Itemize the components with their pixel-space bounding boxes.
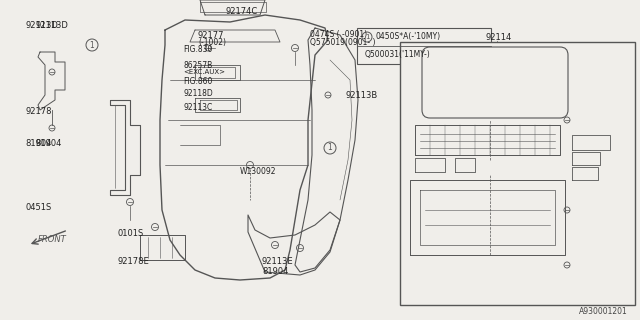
Text: 1: 1 xyxy=(365,34,369,40)
Text: 92114: 92114 xyxy=(485,34,511,43)
Text: (-1002): (-1002) xyxy=(198,37,226,46)
Text: 81904: 81904 xyxy=(262,268,289,276)
Text: 92178E: 92178E xyxy=(118,258,150,267)
Text: 92113B: 92113B xyxy=(345,91,377,100)
Text: 0101S: 0101S xyxy=(118,228,144,237)
Text: 92113E: 92113E xyxy=(262,258,294,267)
Text: 1: 1 xyxy=(328,143,332,153)
Text: 81904: 81904 xyxy=(35,139,61,148)
FancyBboxPatch shape xyxy=(422,47,568,118)
Text: A930001201: A930001201 xyxy=(579,308,628,316)
Text: 92118D: 92118D xyxy=(183,90,212,99)
Text: 0451S: 0451S xyxy=(25,204,51,212)
Text: W130092: W130092 xyxy=(240,167,276,177)
Text: 92113D: 92113D xyxy=(25,20,58,29)
Text: FIG.830: FIG.830 xyxy=(183,45,212,54)
Text: 92178: 92178 xyxy=(25,108,51,116)
Text: <EXC.AUX>: <EXC.AUX> xyxy=(183,69,225,75)
Text: 92177: 92177 xyxy=(198,30,225,39)
Text: 92174C: 92174C xyxy=(225,7,257,17)
Text: Q575019(0901- ): Q575019(0901- ) xyxy=(310,37,376,46)
Bar xyxy=(400,42,635,305)
Text: 92113C: 92113C xyxy=(183,103,212,113)
Text: Q500031('11MY-): Q500031('11MY-) xyxy=(365,50,431,59)
Text: 92113D: 92113D xyxy=(35,20,68,29)
Bar xyxy=(357,28,491,64)
Text: 0474S ( -0901): 0474S ( -0901) xyxy=(310,30,367,39)
Text: FIG.860: FIG.860 xyxy=(183,77,212,86)
Text: 0450S*A(-'10MY): 0450S*A(-'10MY) xyxy=(375,31,440,41)
Text: 1: 1 xyxy=(90,41,94,50)
Text: FRONT: FRONT xyxy=(38,236,67,244)
Text: 81904: 81904 xyxy=(25,139,51,148)
Text: 86257B: 86257B xyxy=(183,60,212,69)
